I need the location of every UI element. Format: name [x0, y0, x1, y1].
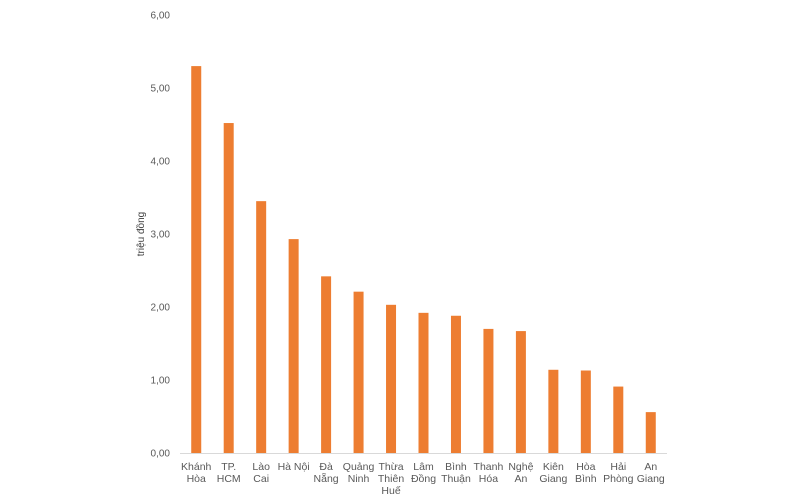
x-category-label-line: Đồng [411, 473, 436, 485]
bars-group [191, 66, 656, 453]
x-category-label-line: Lào [252, 461, 270, 473]
bar [450, 315, 461, 453]
y-tick-label: 1,00 [151, 376, 171, 387]
x-category-label: Khánh Hòa [181, 461, 212, 485]
x-category-label-line: Thanh [474, 461, 504, 473]
x-category-label-line: Khánh [181, 461, 212, 473]
x-category-label-line: Thiên [378, 473, 404, 485]
x-category-label-line: Hòa [576, 461, 595, 473]
x-category-label-line: Kiên [543, 461, 564, 473]
x-category-label-line: HCM [217, 473, 241, 485]
x-category-label-line: Cai [253, 473, 269, 485]
y-axis-ticks: 0,00 1,00 2,00 3,00 4,00 5,00 6,00 [151, 11, 171, 460]
x-category-label: Đà Nẵng [314, 461, 339, 485]
bar [321, 276, 332, 453]
x-category-label: Hà Nội [278, 461, 310, 473]
x-category-label-line: Phòng [603, 473, 634, 485]
bar [256, 201, 267, 453]
x-category-label: Lâm Đồng [411, 461, 436, 485]
x-category-label-line: Hòa [187, 473, 206, 485]
bar [191, 66, 202, 453]
x-category-label-line: TP. [221, 461, 236, 473]
y-axis-title: triệu đồng [135, 212, 147, 256]
x-category-label-line: Giang [637, 473, 665, 485]
x-category-label: Kiên Giang [539, 461, 567, 485]
bar [418, 312, 429, 453]
x-category-label-line: Hải [610, 461, 626, 473]
x-category-label: Hải Phòng [603, 461, 634, 485]
bar [353, 291, 364, 453]
bar [613, 386, 624, 453]
x-category-label: TP. HCM [217, 461, 241, 485]
x-category-label: Nghệ An [508, 461, 533, 485]
x-category-label: An Giang [637, 461, 665, 485]
y-tick-label: 0,00 [151, 449, 171, 460]
x-category-label-line: An [514, 473, 527, 485]
x-category-label-line: Nẵng [314, 472, 339, 485]
x-category-label-line: Ninh [348, 473, 370, 485]
x-category-label-line: Đà [319, 461, 333, 473]
y-tick-label: 6,00 [151, 11, 171, 22]
x-category-label-line: An [644, 461, 657, 473]
y-tick-label: 3,00 [151, 230, 171, 241]
x-category-label-line: Huế [381, 485, 400, 497]
x-category-label: Quảng Ninh [343, 461, 375, 485]
x-category-label: Hòa Bình [575, 461, 597, 485]
bar [548, 369, 559, 453]
y-axis-title-group: triệu đồng [135, 212, 147, 256]
x-category-label-line: Bình [575, 473, 597, 485]
x-category-label: Thừa Thiên Huế [378, 461, 404, 497]
x-category-label: Thanh Hóa [474, 461, 504, 485]
bar [223, 123, 234, 453]
x-category-label-line: Giang [539, 473, 567, 485]
bar [288, 239, 299, 453]
bar [386, 304, 397, 453]
bar [483, 328, 494, 453]
bar [580, 370, 591, 453]
x-category-label: Lào Cai [252, 461, 270, 485]
y-tick-label: 2,00 [151, 303, 171, 314]
x-category-label-line: Lâm [413, 461, 434, 473]
x-category-label-line: Quảng [343, 461, 375, 473]
x-category-label-line: Hà Nội [278, 461, 310, 473]
x-category-label-line: Hóa [479, 473, 498, 485]
x-category-label-line: Thừa [378, 461, 403, 473]
x-category-label-line: Nghệ [508, 461, 533, 473]
x-category-label-line: Bình [445, 461, 467, 473]
bar [645, 412, 656, 453]
x-category-label: Bình Thuận [441, 461, 471, 485]
x-category-label-line: Thuận [441, 473, 471, 485]
y-tick-label: 4,00 [151, 157, 171, 168]
y-tick-label: 5,00 [151, 84, 171, 95]
bar [515, 331, 526, 453]
